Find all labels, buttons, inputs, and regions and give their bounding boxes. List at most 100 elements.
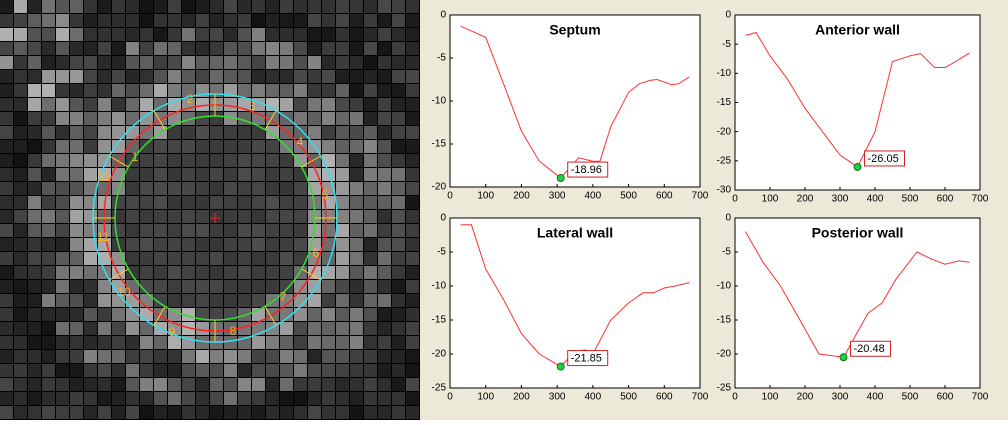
line — [745, 31, 970, 168]
pixel — [378, 140, 391, 153]
pixel — [168, 28, 181, 41]
pixel — [280, 168, 293, 181]
pixel — [84, 322, 97, 335]
pixel — [224, 392, 237, 405]
pixel — [56, 126, 69, 139]
pixel — [154, 182, 167, 195]
pixel — [350, 112, 363, 125]
pixel — [168, 0, 181, 13]
pixel — [378, 392, 391, 405]
pixel — [238, 28, 251, 41]
pixel — [378, 0, 391, 13]
pixel — [42, 84, 55, 97]
pixel — [294, 0, 307, 13]
pixel — [14, 56, 27, 69]
pixel — [84, 224, 97, 237]
pixel — [406, 84, 419, 97]
pixel — [196, 280, 209, 293]
segment-label: 9 — [169, 325, 176, 339]
x-tick-label: 400 — [867, 392, 884, 403]
pixel — [238, 238, 251, 251]
pixel — [42, 224, 55, 237]
pixel — [0, 392, 13, 405]
y-tick-label: -10 — [717, 68, 732, 79]
y-tick-label: -15 — [717, 315, 732, 326]
pixel — [392, 308, 405, 321]
pixel — [252, 378, 265, 391]
pixel — [126, 28, 139, 41]
pixel — [112, 322, 125, 335]
x-tick-label: 0 — [732, 194, 738, 205]
y-tick-label: -5 — [437, 53, 446, 64]
pixel — [224, 196, 237, 209]
pixel — [168, 126, 181, 139]
pixel — [70, 112, 83, 125]
pixel — [406, 196, 419, 209]
pixel — [364, 294, 377, 307]
pixel — [98, 322, 111, 335]
pixel — [182, 70, 195, 83]
pixel — [56, 280, 69, 293]
pixel — [364, 392, 377, 405]
pixel — [126, 392, 139, 405]
pixel — [154, 210, 167, 223]
pixel — [364, 42, 377, 55]
pixel — [70, 392, 83, 405]
pixel — [350, 322, 363, 335]
pixel — [406, 308, 419, 321]
pixel — [42, 280, 55, 293]
pixel — [112, 210, 125, 223]
pixel — [196, 28, 209, 41]
pixel — [336, 154, 349, 167]
pixel — [224, 0, 237, 13]
pixel — [210, 196, 223, 209]
pixel — [252, 336, 265, 349]
pixel — [224, 252, 237, 265]
y-tick-label: 0 — [440, 213, 446, 224]
pixel — [42, 252, 55, 265]
pixel — [154, 280, 167, 293]
segment-divider — [153, 306, 166, 326]
pixel — [196, 322, 209, 335]
pixel — [98, 84, 111, 97]
pixel — [42, 322, 55, 335]
pixel — [336, 0, 349, 13]
pixel — [14, 364, 27, 377]
pixel — [350, 70, 363, 83]
pixel — [42, 126, 55, 139]
pixel — [70, 84, 83, 97]
pixel — [294, 196, 307, 209]
pixel — [280, 392, 293, 405]
pixel — [168, 336, 181, 349]
pixel — [210, 168, 223, 181]
pixel — [238, 42, 251, 55]
pixel — [364, 266, 377, 279]
segment-label: 5 — [322, 188, 329, 202]
pixel — [322, 56, 335, 69]
pixel — [322, 210, 335, 223]
pixel — [378, 154, 391, 167]
pixel — [70, 364, 83, 377]
pixel — [308, 378, 321, 391]
pixel — [84, 0, 97, 13]
pixel — [140, 14, 153, 27]
pixel — [112, 28, 125, 41]
pixel — [84, 98, 97, 111]
pixel — [112, 378, 125, 391]
pixel — [378, 266, 391, 279]
pixel — [98, 364, 111, 377]
segment-label: 1 — [132, 150, 139, 164]
pixel — [168, 98, 181, 111]
annotation-marker — [839, 353, 848, 362]
pixel — [280, 266, 293, 279]
pixel — [154, 378, 167, 391]
pixel — [14, 210, 27, 223]
pixel — [42, 392, 55, 405]
pixel — [406, 112, 419, 125]
pixel — [84, 28, 97, 41]
pixel — [42, 196, 55, 209]
pixel — [126, 406, 139, 419]
pixel — [0, 406, 13, 419]
pixel — [294, 112, 307, 125]
